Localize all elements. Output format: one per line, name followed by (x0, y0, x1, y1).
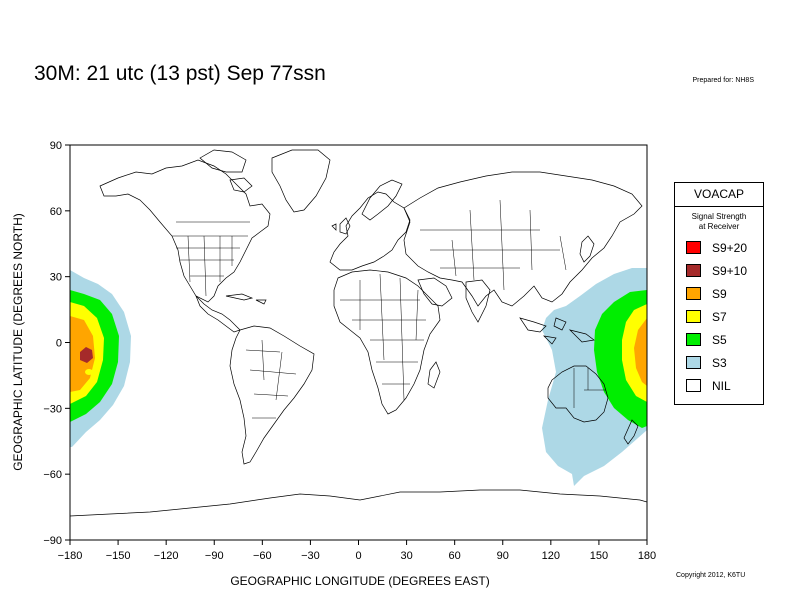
south-america-outline (229, 325, 315, 465)
x-tick-label: −120 (154, 550, 179, 562)
japan-outline (579, 235, 595, 263)
x-tick-label: −90 (205, 550, 224, 562)
legend-item: S9+20 (675, 236, 763, 259)
y-tick-label: 30 (50, 272, 62, 284)
legend-swatch (686, 333, 701, 346)
y-axis-ticks: 90 60 30 0 −30 −60 −90 (43, 140, 70, 547)
legend-swatch (686, 264, 701, 277)
us-state-lines (172, 221, 250, 297)
legend-swatch (686, 379, 701, 392)
legend-swatch (686, 310, 701, 323)
legend-subtitle-line2: at Receiver (698, 222, 740, 231)
legend-label: S5 (712, 332, 727, 347)
y-tick-label: −60 (43, 469, 62, 481)
asia-borders (420, 199, 567, 291)
legend-item: NIL (675, 374, 763, 397)
prepared-for-text: Prepared for: NH8S (692, 77, 754, 84)
europe-outline (329, 191, 411, 271)
legend-item: S3 (675, 351, 763, 374)
africa-outline (333, 269, 441, 415)
x-tick-label: −30 (301, 550, 320, 562)
y-tick-label: 0 (56, 338, 62, 350)
x-tick-label: −60 (253, 550, 272, 562)
legend-item: S7 (675, 305, 763, 328)
legend-swatch (686, 356, 701, 369)
y-axis-label: GEOGRAPHIC LATITUDE (DEGREES NORTH) (11, 213, 25, 471)
legend-title: VOACAP (675, 183, 763, 207)
north-america-outline (99, 159, 271, 303)
legend-items: S9+20 S9+10 S9 S7 S5 S3 NIL (675, 236, 763, 397)
legend-item: S9 (675, 282, 763, 305)
legend-item: S9+10 (675, 259, 763, 282)
australia-borders (573, 368, 606, 408)
legend-label: S9 (712, 286, 727, 301)
x-tick-label: 60 (449, 550, 461, 562)
australia-outline (547, 365, 609, 423)
y-tick-label: −30 (43, 403, 62, 415)
x-tick-label: 150 (590, 550, 608, 562)
legend-swatch (686, 241, 701, 254)
south-america-borders (245, 339, 297, 419)
arabia-outline (417, 277, 453, 307)
legend-label: S7 (712, 309, 727, 324)
coverage-s9-east (634, 318, 647, 386)
legend: VOACAP Signal Strength at Receiver S9+20… (674, 182, 764, 405)
x-tick-label: −180 (58, 550, 83, 562)
legend-subtitle-line1: Signal Strength (691, 212, 747, 221)
legend-label: S9+20 (712, 240, 748, 255)
y-tick-label: 60 (50, 206, 62, 218)
coverage-s7-spot (85, 369, 93, 375)
y-tick-label: 90 (50, 140, 62, 152)
asia-outline (403, 171, 643, 307)
coverage-layer (70, 268, 647, 486)
x-tick-label: 90 (497, 550, 509, 562)
y-tick-label: −90 (43, 535, 62, 547)
x-axis-label: GEOGRAPHIC LONGITUDE (DEGREES EAST) (230, 574, 490, 588)
southeast-asia-islands-outline (519, 317, 595, 345)
arctic-islands-outline (199, 149, 253, 193)
british-isles-outline (331, 217, 351, 235)
africa-borders (340, 273, 426, 401)
greenland-outline (271, 149, 331, 213)
antarctica-outline (70, 489, 647, 517)
scandinavia-outline (361, 179, 403, 221)
copyright-text: Copyright 2012, K6TU (676, 572, 746, 579)
x-tick-label: 30 (400, 550, 412, 562)
legend-item: S5 (675, 328, 763, 351)
new-zealand-outline (623, 419, 639, 445)
x-tick-label: 180 (638, 550, 656, 562)
central-america-outline (195, 295, 241, 333)
legend-label: S9+10 (712, 263, 748, 278)
legend-subtitle: Signal Strength at Receiver (675, 212, 763, 232)
madagascar-outline (427, 361, 441, 389)
x-tick-label: −150 (106, 550, 131, 562)
legend-label: S3 (712, 355, 727, 370)
map-title: 30M: 21 utc (13 pst) Sep 77ssn (34, 62, 326, 85)
x-tick-label: 120 (542, 550, 560, 562)
legend-swatch (686, 287, 701, 300)
legend-label: NIL (712, 378, 731, 393)
world-map-outlines (70, 149, 647, 517)
x-tick-label: 0 (355, 550, 361, 562)
caribbean-outline (225, 293, 267, 305)
coverage-s9p10-west (80, 347, 93, 363)
x-axis-ticks: −180 −150 −120 −90 −60 −30 0 30 60 90 120 150 180 (58, 540, 656, 562)
india-outline (465, 279, 491, 323)
